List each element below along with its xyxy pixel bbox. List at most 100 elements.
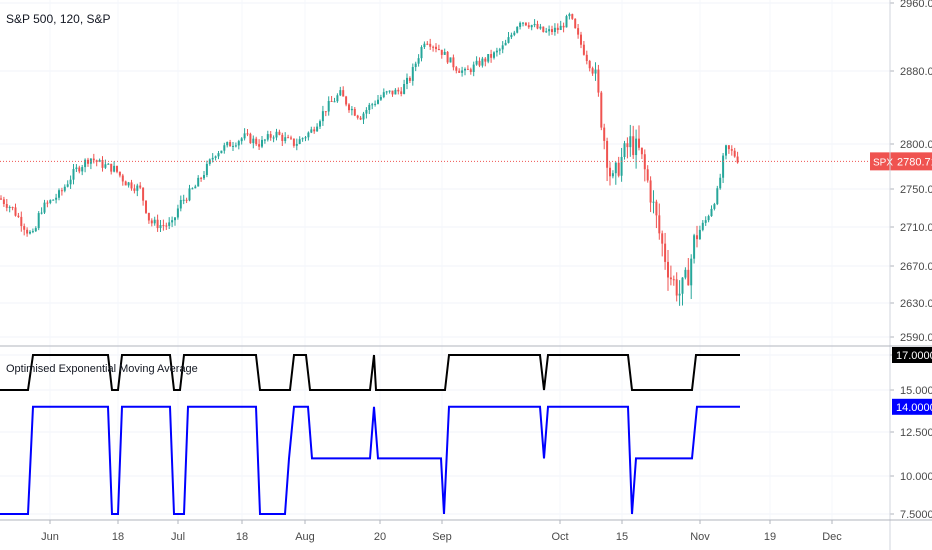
candle-body: [672, 279, 675, 281]
price-tick-label: 2630.00: [900, 298, 932, 310]
candle-body: [603, 127, 606, 141]
candle-body: [194, 186, 197, 189]
last-price-label: 2780.71: [897, 156, 932, 168]
candle-body: [678, 293, 681, 296]
candle-body: [646, 169, 649, 181]
candle-body: [397, 89, 400, 92]
time-tick-label: 19: [764, 531, 776, 543]
candle-body: [333, 101, 336, 103]
candle-body: [121, 175, 124, 182]
candle-body: [704, 220, 707, 223]
candle-body: [716, 188, 719, 205]
candle-body: [84, 159, 87, 168]
candle-body: [652, 201, 655, 203]
candle-body: [377, 99, 379, 104]
candle-body: [635, 138, 638, 156]
candle-body: [675, 279, 678, 296]
price-tick-label: 2880.00: [900, 66, 932, 78]
candle-body: [174, 217, 176, 221]
candle-body: [707, 216, 710, 221]
candle-body: [667, 261, 669, 278]
symbol-badge[interactable]: [870, 152, 894, 171]
candle-body: [203, 175, 205, 179]
candle-body: [411, 67, 414, 81]
candle-body: [382, 92, 385, 98]
candle-body: [240, 138, 243, 142]
candle-body: [78, 167, 81, 172]
axes: 2960.00 2880.00 2800.00 2750.00 2710.00 2670.…: [41, 0, 932, 543]
candle-body: [40, 212, 43, 214]
blue-value-badge: [892, 398, 932, 415]
candle-body: [443, 51, 446, 55]
candle-body: [133, 188, 136, 191]
candle-body: [536, 23, 539, 29]
candle-body: [275, 131, 278, 138]
candle-body: [481, 58, 484, 66]
candle-body: [600, 92, 603, 128]
candle-body: [188, 188, 191, 201]
candle-body: [92, 158, 95, 161]
candle-body: [287, 137, 290, 139]
price-tick-label: 2960.00: [900, 0, 932, 10]
candle-body: [310, 129, 313, 133]
candle-body: [20, 216, 23, 227]
candle-body: [197, 177, 200, 187]
candle-body: [130, 182, 133, 189]
last-price-badge[interactable]: [894, 152, 932, 171]
candle-body: [139, 185, 142, 188]
candle-body: [417, 58, 420, 64]
candle-body: [55, 197, 58, 200]
candle-body: [339, 90, 342, 96]
candle-body: [640, 147, 643, 155]
candle-body: [725, 145, 727, 156]
candle-body: [696, 235, 698, 240]
time-tick-label: Jun: [41, 531, 59, 543]
candle-body: [301, 138, 304, 140]
price-tick-label: 2590.00: [900, 332, 932, 344]
candle-body: [284, 137, 287, 141]
candle-body: [493, 52, 495, 58]
candle-body: [371, 104, 374, 106]
candle-body: [495, 50, 498, 53]
candle-body: [614, 162, 617, 174]
candle-body: [464, 68, 466, 71]
candle-body: [176, 208, 179, 218]
candle-body: [58, 190, 60, 198]
candle-body: [263, 139, 266, 141]
candle-body: [226, 142, 229, 146]
ema-line-blue[interactable]: [0, 405, 740, 515]
time-tick-label: Oct: [551, 531, 568, 543]
candle-body: [324, 111, 327, 113]
candle-body: [568, 14, 571, 17]
candle-body: [684, 269, 687, 278]
candle-body: [353, 108, 356, 116]
candle-body: [435, 46, 437, 50]
price-tick-label: 2710.00: [900, 222, 932, 234]
candle-body: [31, 231, 34, 233]
ema-line-black[interactable]: [0, 354, 740, 391]
candle-body: [580, 34, 582, 45]
price-pane[interactable]: [0, 12, 890, 306]
candle-body: [200, 177, 203, 179]
candle-body: [29, 231, 31, 234]
candle-body: [582, 44, 585, 55]
candle-body: [368, 104, 371, 110]
indicator-pane[interactable]: [0, 354, 740, 515]
candle-body: [113, 165, 116, 172]
candle-body: [34, 228, 37, 232]
candle-body: [565, 16, 568, 28]
candle-body: [336, 95, 339, 102]
candle-body: [649, 180, 652, 203]
candle-body: [475, 60, 478, 65]
candle-body: [519, 22, 522, 27]
candle-body: [681, 277, 684, 294]
candle-body: [327, 100, 330, 112]
candle-body: [379, 97, 382, 100]
candle-body: [214, 156, 217, 158]
candle-body: [527, 25, 530, 28]
candle-body: [211, 157, 214, 160]
candle-body: [11, 207, 14, 209]
candle-body: [136, 185, 139, 191]
